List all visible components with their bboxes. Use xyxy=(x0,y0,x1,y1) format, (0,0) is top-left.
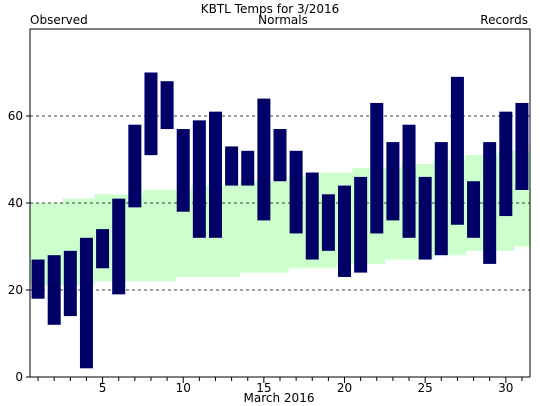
normal-band-day-14 xyxy=(239,181,257,273)
x-axis-label: March 2016 xyxy=(244,391,315,405)
x-tick-label-25: 25 xyxy=(418,381,433,395)
observed-bar-day-16 xyxy=(273,129,287,182)
observed-bar-day-9 xyxy=(160,81,174,130)
normal-band-day-16 xyxy=(271,181,289,273)
observed-bar-day-23 xyxy=(386,142,400,221)
observed-bar-day-3 xyxy=(63,250,77,317)
axis-layer: 0 20 40 60 5 10 15 20 25 30 xyxy=(8,109,523,395)
x-tick-label-20: 20 xyxy=(337,381,352,395)
observed-bar-day-26 xyxy=(434,142,448,256)
y-tick-label-60: 60 xyxy=(8,109,23,123)
observed-bar-day-19 xyxy=(321,194,335,251)
normal-band-day-8 xyxy=(142,189,160,282)
x-tick-label-15: 15 xyxy=(256,381,271,395)
legend-records: Records xyxy=(480,13,528,27)
y-tick-label-20: 20 xyxy=(8,283,23,297)
plot-frame xyxy=(29,28,531,378)
legend-observed: Observed xyxy=(30,13,88,27)
observed-bar-day-17 xyxy=(289,150,303,234)
observed-bar-day-22 xyxy=(370,102,384,234)
observed-bar-day-12 xyxy=(208,111,222,238)
normal-band-day-13 xyxy=(223,185,241,277)
observed-bar-day-30 xyxy=(499,111,513,217)
legend-normals: Normals xyxy=(258,13,308,27)
observed-bar-day-11 xyxy=(192,120,206,238)
observed-bar-day-14 xyxy=(241,150,255,186)
observed-bar-day-4 xyxy=(79,237,93,369)
observed-layer xyxy=(31,72,529,369)
observed-bar-day-15 xyxy=(257,98,271,221)
observed-bar-day-18 xyxy=(305,172,319,260)
y-tick-label-0: 0 xyxy=(15,370,23,384)
observed-bar-day-2 xyxy=(47,255,61,325)
x-tick-label-30: 30 xyxy=(498,381,513,395)
observed-bar-day-27 xyxy=(450,76,464,225)
observed-bar-day-25 xyxy=(418,176,432,260)
observed-bar-day-7 xyxy=(128,124,142,208)
observed-bar-day-5 xyxy=(96,229,110,269)
observed-bar-day-31 xyxy=(515,102,529,190)
observed-bar-day-13 xyxy=(225,146,239,186)
observed-bar-day-6 xyxy=(112,198,126,295)
observed-bar-day-29 xyxy=(483,142,497,264)
observed-bar-day-1 xyxy=(31,259,45,299)
y-tick-label-40: 40 xyxy=(8,196,23,210)
x-tick-label-10: 10 xyxy=(176,381,191,395)
observed-bar-day-21 xyxy=(354,176,368,273)
observed-bar-day-20 xyxy=(338,185,352,277)
normal-band-day-9 xyxy=(159,189,176,282)
chart-title: KBTL Temps for 3/2016 xyxy=(201,2,340,16)
observed-bar-day-28 xyxy=(467,181,481,238)
observed-bar-day-8 xyxy=(144,72,158,156)
normal-band-day-7 xyxy=(126,194,144,282)
observed-bar-day-10 xyxy=(176,129,190,212)
x-tick-label-5: 5 xyxy=(99,381,107,395)
observed-bar-day-24 xyxy=(402,124,416,238)
